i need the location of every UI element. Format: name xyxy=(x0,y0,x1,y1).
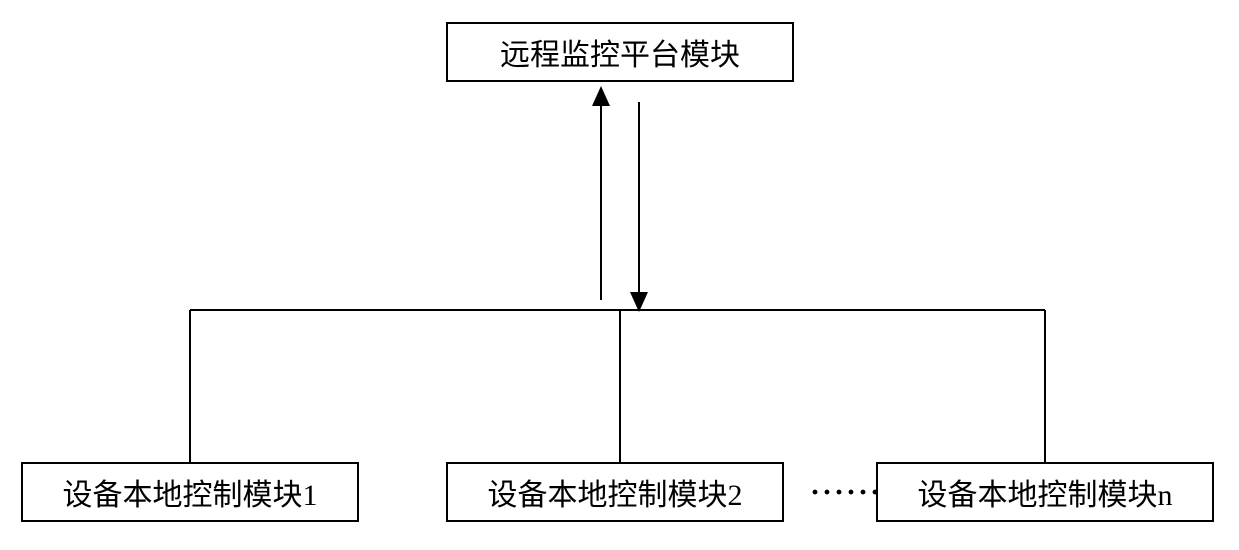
bottom-node-2-label: 设备本地控制模块2 xyxy=(488,470,743,514)
bottom-node-1: 设备本地控制模块1 xyxy=(21,462,359,522)
bottom-node-1-label: 设备本地控制模块1 xyxy=(63,470,318,514)
bottom-node-n-label: 设备本地控制模块n xyxy=(918,470,1173,514)
bottom-node-n: 设备本地控制模块n xyxy=(876,462,1214,522)
ellipsis-text: ······ xyxy=(810,476,882,510)
top-node: 远程监控平台模块 xyxy=(446,22,794,82)
arrow-up-head-icon xyxy=(592,86,610,106)
arrow-down-head-icon xyxy=(630,292,648,312)
top-node-label: 远程监控平台模块 xyxy=(500,30,740,74)
bottom-node-2: 设备本地控制模块2 xyxy=(446,462,784,522)
